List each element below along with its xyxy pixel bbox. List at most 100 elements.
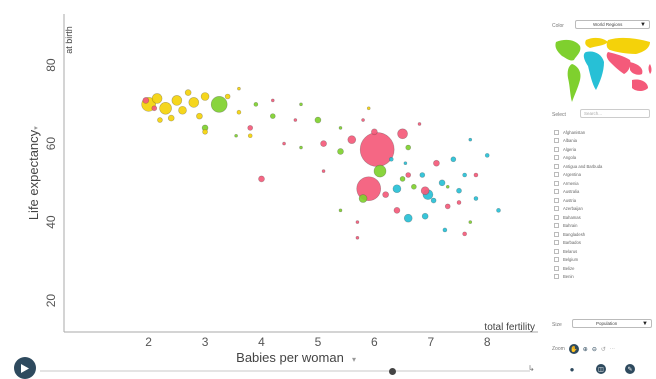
country-list-item[interactable]: Argentina [554, 171, 650, 180]
timeline-end-icon[interactable]: ↳ [528, 364, 535, 373]
bubble [151, 93, 163, 104]
checkbox[interactable] [554, 274, 559, 280]
bubble [142, 97, 150, 104]
checkbox[interactable] [554, 172, 559, 178]
checkbox[interactable] [554, 197, 559, 203]
country-list-item[interactable]: Bahrain [554, 222, 650, 231]
color-select[interactable]: World Regions ▼ [575, 20, 650, 29]
country-name: Afghanistan [563, 129, 586, 135]
size-select[interactable]: Population ▼ [572, 319, 652, 328]
x-tick-label: 6 [371, 335, 378, 349]
checkbox[interactable] [554, 231, 559, 237]
y-tick-label: 80 [44, 58, 58, 72]
bubble [456, 187, 462, 194]
y-tick-label: 60 [44, 137, 58, 151]
bubble [445, 184, 450, 189]
country-list-item[interactable]: Armenia [554, 179, 650, 188]
bubble [382, 191, 389, 198]
bubble [320, 140, 327, 147]
bubble [247, 125, 254, 131]
bubble [188, 97, 200, 108]
checkbox[interactable] [554, 189, 559, 195]
bubble [468, 220, 473, 224]
country-list-item[interactable]: Australia [554, 188, 650, 197]
bubble [151, 105, 158, 112]
bubble [433, 159, 440, 167]
bubble [224, 93, 231, 100]
bubble [462, 231, 467, 237]
edit-icon[interactable]: ✎ [625, 364, 635, 374]
zoom-in-icon[interactable]: ⊕ [582, 346, 588, 353]
bubble [417, 122, 422, 126]
country-search-input[interactable]: Search... [580, 109, 650, 118]
bubble [355, 236, 360, 240]
bubble [234, 133, 238, 138]
country-list-item[interactable]: Bahamas [554, 213, 650, 222]
find-icon[interactable]: ● [567, 364, 577, 374]
bubble [202, 129, 208, 135]
country-list-item[interactable]: Belize [554, 264, 650, 273]
bubble [157, 117, 163, 123]
bubble [347, 135, 357, 144]
country-list-item[interactable]: Austria [554, 196, 650, 205]
color-select-value: World Regions [593, 22, 623, 27]
size-icon[interactable]: ◫ [596, 364, 606, 374]
country-list-item[interactable]: Albania [554, 137, 650, 146]
bubble [210, 96, 228, 113]
timeline-slider[interactable] [40, 367, 530, 375]
country-list-item[interactable]: Antigua and Barbuda [554, 162, 650, 171]
bubble [299, 145, 303, 150]
more-icon[interactable]: ··· [609, 346, 615, 352]
bubble [196, 112, 203, 120]
country-list-item[interactable]: Azerbaijan [554, 205, 650, 214]
world-map[interactable] [552, 34, 654, 106]
checkbox[interactable] [554, 146, 559, 152]
country-list[interactable]: Afghanistan Albania Algeria Angola Antigua a… [554, 128, 650, 313]
bubble [236, 109, 242, 115]
undo-icon[interactable]: ↺ [600, 346, 606, 353]
checkbox[interactable] [554, 180, 559, 186]
country-name: Armenia [563, 180, 579, 186]
bubble [388, 157, 394, 162]
bubble [338, 208, 343, 213]
checkbox[interactable] [554, 163, 559, 169]
country-list-item[interactable]: Algeria [554, 145, 650, 154]
country-list-item[interactable]: Benin [554, 273, 650, 282]
checkbox[interactable] [554, 206, 559, 212]
timeline-handle[interactable] [389, 367, 397, 375]
country-list-item[interactable]: Bangladesh [554, 230, 650, 239]
play-button[interactable] [14, 357, 36, 379]
bubble [338, 126, 343, 130]
bubble [358, 194, 368, 203]
chart-svg: 2 3 4 5 6 7 8 20 40 60 80 Babies per woman ▾ total f… [26, 14, 538, 365]
bubble [468, 137, 473, 142]
zoom-out-icon[interactable]: ⊖ [591, 346, 597, 353]
bubble [371, 128, 378, 136]
bubble [462, 172, 467, 178]
checkbox[interactable] [554, 257, 559, 263]
country-name: Belgium [563, 257, 579, 263]
bubble [419, 172, 426, 178]
country-name: Belize [563, 265, 575, 271]
country-list-item[interactable]: Belarus [554, 247, 650, 256]
checkbox[interactable] [554, 248, 559, 254]
checkbox[interactable] [554, 129, 559, 135]
x-axis-caret: ▾ [352, 355, 356, 364]
play-icon [21, 363, 29, 373]
chevron-down-icon: ▼ [640, 21, 646, 28]
country-name: Bahrain [563, 223, 578, 229]
country-list-item[interactable]: Afghanistan [554, 128, 650, 137]
checkbox[interactable] [554, 214, 559, 220]
size-select-value: Population [596, 321, 618, 326]
country-name: Argentina [563, 172, 581, 178]
pan-icon[interactable]: ✋ [568, 344, 579, 354]
country-list-item[interactable]: Angola [554, 154, 650, 163]
checkbox[interactable] [554, 155, 559, 161]
checkbox[interactable] [554, 265, 559, 271]
checkbox[interactable] [554, 138, 559, 144]
country-list-item[interactable]: Barbados [554, 239, 650, 248]
bubble [299, 102, 303, 107]
checkbox[interactable] [554, 240, 559, 246]
checkbox[interactable] [554, 223, 559, 229]
country-list-item[interactable]: Belgium [554, 256, 650, 265]
